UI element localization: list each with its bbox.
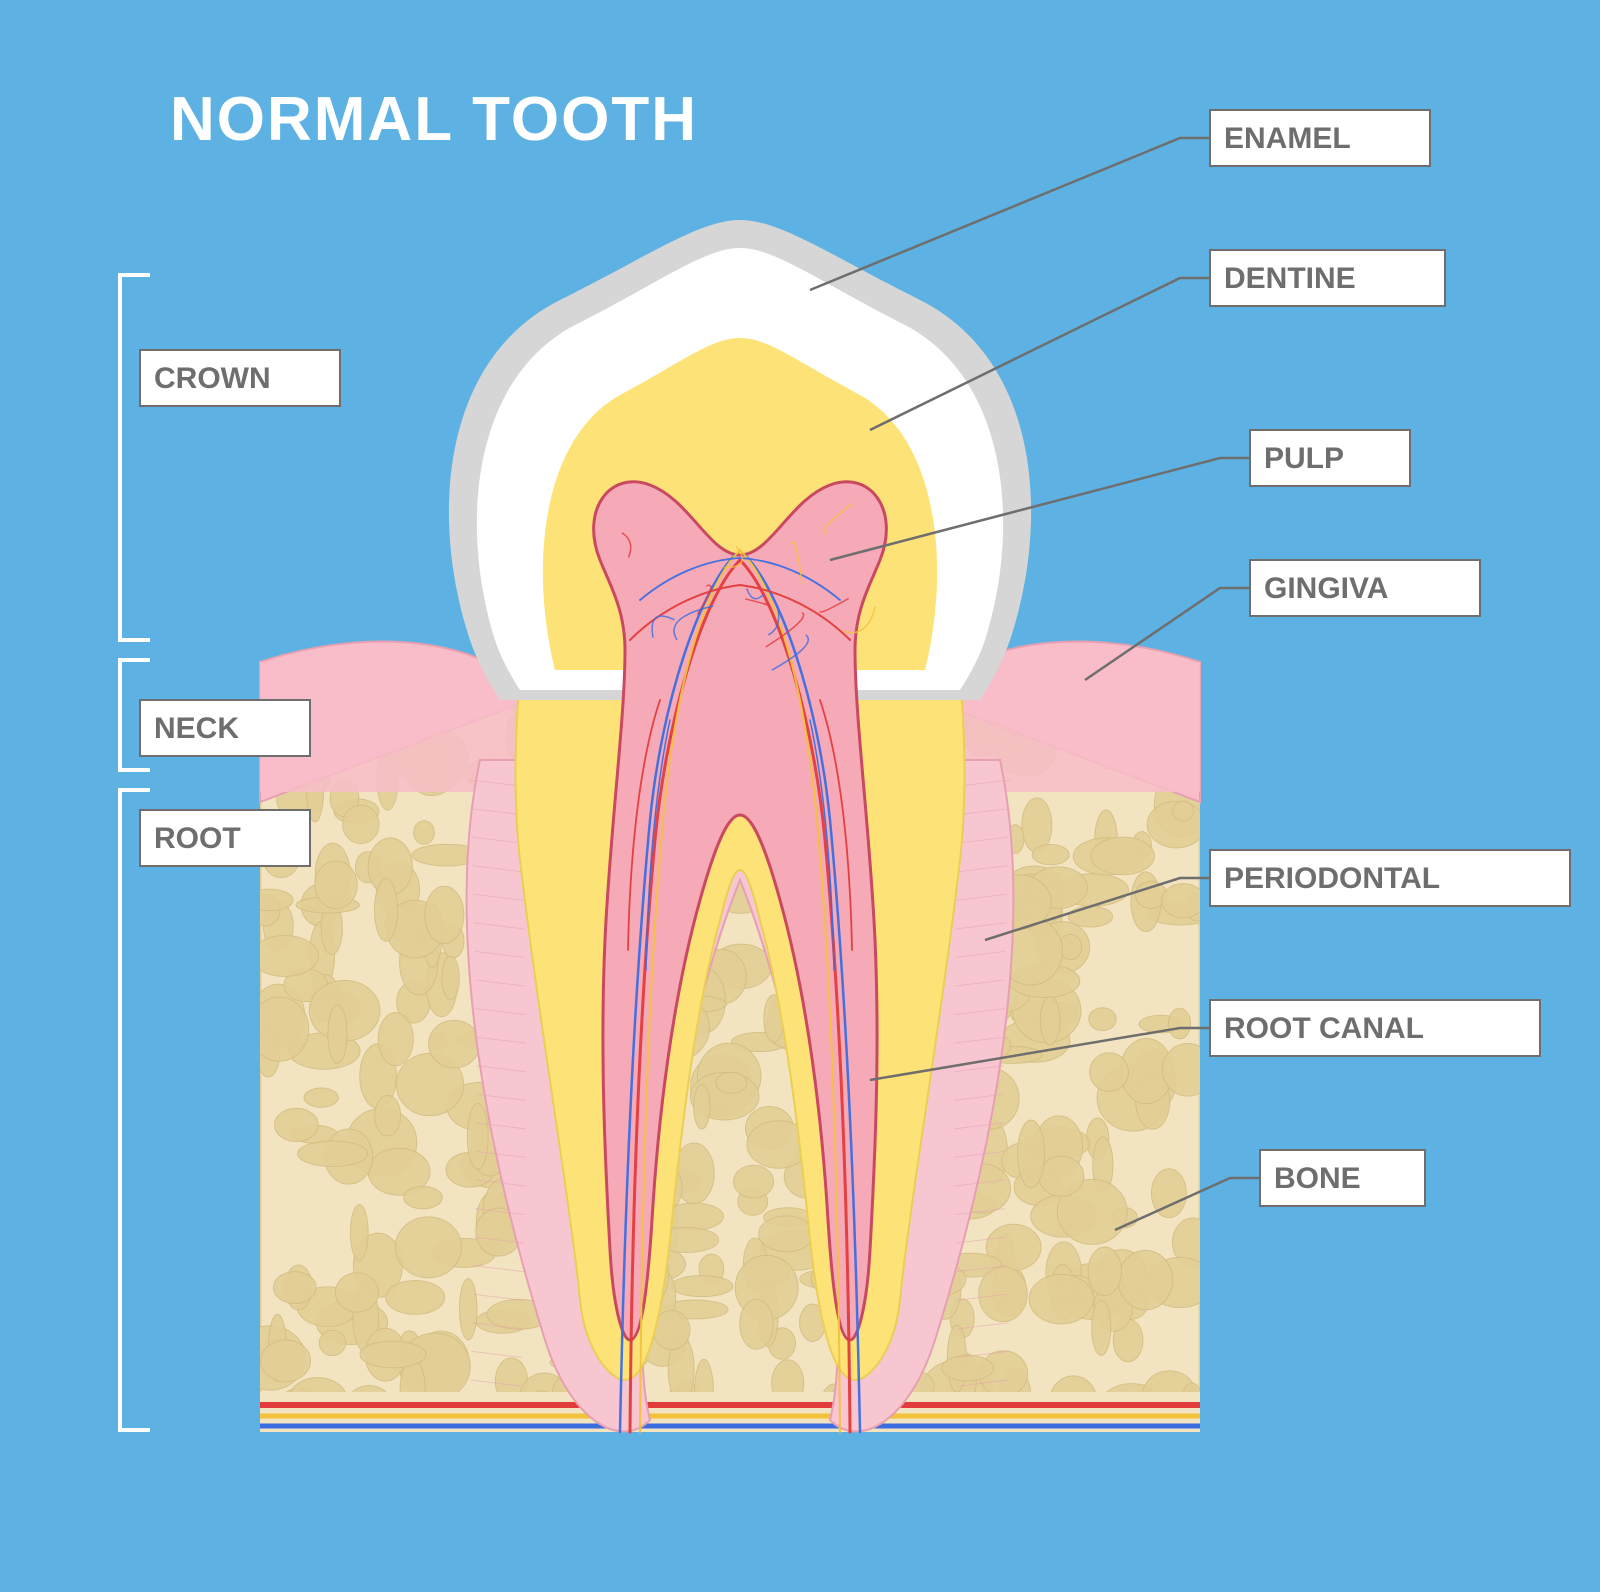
callout-label-periodontal: PERIODONTAL [1224, 862, 1440, 895]
callout-label-gingiva: GINGIVA [1264, 572, 1388, 605]
callout-label-dentine: DENTINE [1224, 262, 1356, 295]
callout-label-enamel: ENAMEL [1224, 122, 1351, 155]
callout-label-pulp: PULP [1264, 442, 1344, 475]
callout-label-bone: BONE [1274, 1162, 1361, 1195]
title: NORMAL TOOTH [170, 85, 698, 154]
callout-label-root_canal: ROOT CANAL [1224, 1012, 1424, 1045]
section-label-neck: NECK [154, 712, 239, 745]
tooth-infographic: NORMAL TOOTH CROWN NECK ROOT ENAMEL DENTINE PU… [0, 0, 1600, 1592]
section-label-root: ROOT [154, 822, 241, 855]
section-label-crown: CROWN [154, 362, 271, 395]
